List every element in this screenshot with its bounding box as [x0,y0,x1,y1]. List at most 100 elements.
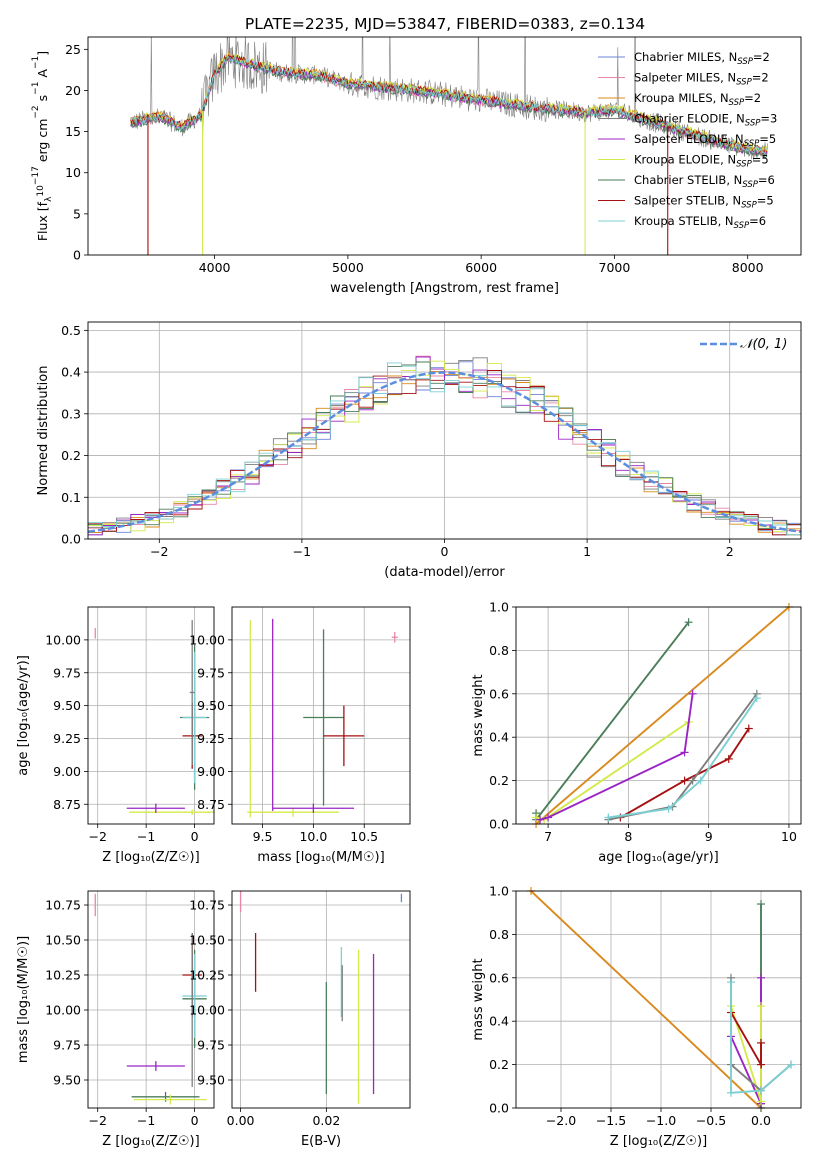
x-tick-label: −2 [150,544,168,559]
y-tick-label: 0.4 [61,365,81,380]
y-tick-label: 10.25 [45,968,81,983]
y-axis-label: mass weight [471,958,486,1040]
spectrum-panel: 4000 5000 6000 7000 8000 0 5 10 15 20 25 wavelength… [31,36,802,296]
y-tick-label: 9.25 [197,731,225,746]
y-tick-label: 0.2 [489,1057,509,1072]
legend-label: 𝒩(0, 1) [740,337,787,352]
x-axis-label: Z [log₁₀(Z/Z☉)] [102,850,199,865]
legend-label: Salpeter STELIB, NSSP=5 [634,194,774,211]
x-tick-label: 7000 [599,260,631,275]
x-tick-label: 7 [544,829,552,844]
y-tick-label: 0.1 [61,490,81,505]
x-tick-label: 0 [191,829,199,844]
y-tick-label: 9.75 [197,665,225,680]
figure-title: PLATE=2235, MJD=53847, FIBERID=0383, z=0… [245,15,645,33]
y-tick-label: 10.00 [189,632,225,647]
x-tick-label: 2 [726,544,734,559]
y-tick-label: 20 [65,83,81,98]
axes-frame [515,890,802,1109]
weight-line-kroupa-stelib [608,697,758,819]
axes-frame [515,606,802,825]
mass-vs-ebv-panel: 0.00 0.02 9.50 9.75 10.00 10.25 10.50 10.75 E(B-… [189,890,411,1149]
weight-line-chabrier-stelib [535,621,690,823]
x-tick-label: −1 [293,544,311,559]
x-tick-label: −0.5 [696,1113,726,1128]
legend-label: Chabrier STELIB, NSSP=6 [634,173,775,190]
y-tick-label: 9.25 [53,731,81,746]
x-tick-label: −1.0 [646,1113,676,1128]
y-axis-label: Flux [fλ10−17 erg cm−2 s−1 A−1] [31,51,54,241]
x-tick-label: 10.5 [350,829,378,844]
normal-curve [88,371,801,533]
x-tick-label: 0.00 [227,1113,255,1128]
y-tick-label: 1.0 [489,884,509,899]
x-tick-label: 0 [441,544,449,559]
y-tick-label: 0.0 [489,1101,509,1116]
y-tick-label: 0.6 [489,970,509,985]
x-tick-label: 0.0 [751,1113,771,1128]
weight-line-salpeter-stelib [619,727,750,819]
legend-label: Kroupa ELODIE, NSSP=5 [634,153,769,170]
x-tick-label: 9.5 [253,829,273,844]
x-axis-label: age [log₁₀(age/yr)] [598,850,719,865]
x-axis-label: Z [log₁₀(Z/Z☉)] [102,1134,199,1149]
x-tick-label: −2 [88,1113,106,1128]
x-tick-label: 0.02 [312,1113,340,1128]
y-tick-label: 0.2 [489,773,509,788]
x-tick-label: −2 [88,829,106,844]
y-tick-label: 25 [65,42,81,57]
model-kroupa-stelib [130,54,768,156]
x-tick-label: −1.5 [596,1113,626,1128]
axes-frame [87,606,215,825]
x-axis-label: Z [log₁₀(Z/Z☉)] [610,1134,707,1149]
legend-label: Kroupa STELIB, NSSP=6 [634,214,766,231]
weight-line-kroupa-stelib [730,982,792,1094]
y-tick-label: 1.0 [489,600,509,615]
x-tick-label: 10.0 [299,829,327,844]
y-axis-label: mass weight [471,674,486,756]
y-tick-label: 10.75 [189,898,225,913]
axes-frame [87,36,802,256]
y-tick-label: 0.8 [489,927,509,942]
legend-label: Kroupa MILES, NSSP=2 [634,91,761,108]
x-tick-label: 4000 [199,260,231,275]
x-tick-label: −1 [137,829,155,844]
x-tick-label: 5000 [332,260,364,275]
y-tick-label: 10.00 [45,1003,81,1018]
y-tick-label: 10.00 [189,1003,225,1018]
age-vs-mass-panel: 9.5 10.0 10.5 8.75 9.00 9.25 9.50 9.75 10.00 mass… [189,606,411,865]
x-tick-label: 1 [583,544,591,559]
x-axis-label: mass [log₁₀(M/M☉)] [257,850,384,865]
y-tick-label: 9.50 [53,698,81,713]
x-axis-label: wavelength [Angstrom, rest frame] [330,281,559,296]
x-tick-label: −1 [137,1113,155,1128]
legend-label: Chabrier MILES, NSSP=2 [634,50,770,67]
y-tick-label: 0.0 [61,532,81,547]
y-tick-label: 8.75 [53,797,81,812]
y-tick-label: 0.6 [489,686,509,701]
x-tick-label: 10 [781,829,797,844]
y-axis-label: Normed distribution [36,366,51,496]
y-tick-label: 9.00 [197,764,225,779]
hist-kroupa-elodie [88,360,801,536]
legend-label: Salpeter ELODIE, NSSP=5 [634,132,776,149]
x-tick-label: 8000 [732,260,764,275]
x-tick-label: 0 [191,1113,199,1128]
x-tick-label: 8 [624,829,632,844]
weight-line-chabrier-elodie [608,693,758,821]
axes-frame [231,606,411,825]
age-vs-Z-panel: −2 −1 0 8.75 9.00 9.25 9.50 9.75 10.00 Z [log₁₀(Z… [16,606,215,865]
y-tick-label: 0.3 [61,406,81,421]
y-tick-label: 10.50 [189,933,225,948]
axes-frame [87,321,802,540]
y-tick-label: 0.2 [61,448,81,463]
y-tick-label: 9.75 [197,1038,225,1053]
x-tick-label: 9 [705,829,713,844]
axes-frame [87,890,215,1109]
x-tick-label: 6000 [465,260,497,275]
legend-label: Chabrier ELODIE, NSSP=3 [634,112,777,129]
y-tick-label: 5 [73,206,81,221]
y-tick-label: 9.50 [197,698,225,713]
y-tick-label: 10.75 [45,898,81,913]
